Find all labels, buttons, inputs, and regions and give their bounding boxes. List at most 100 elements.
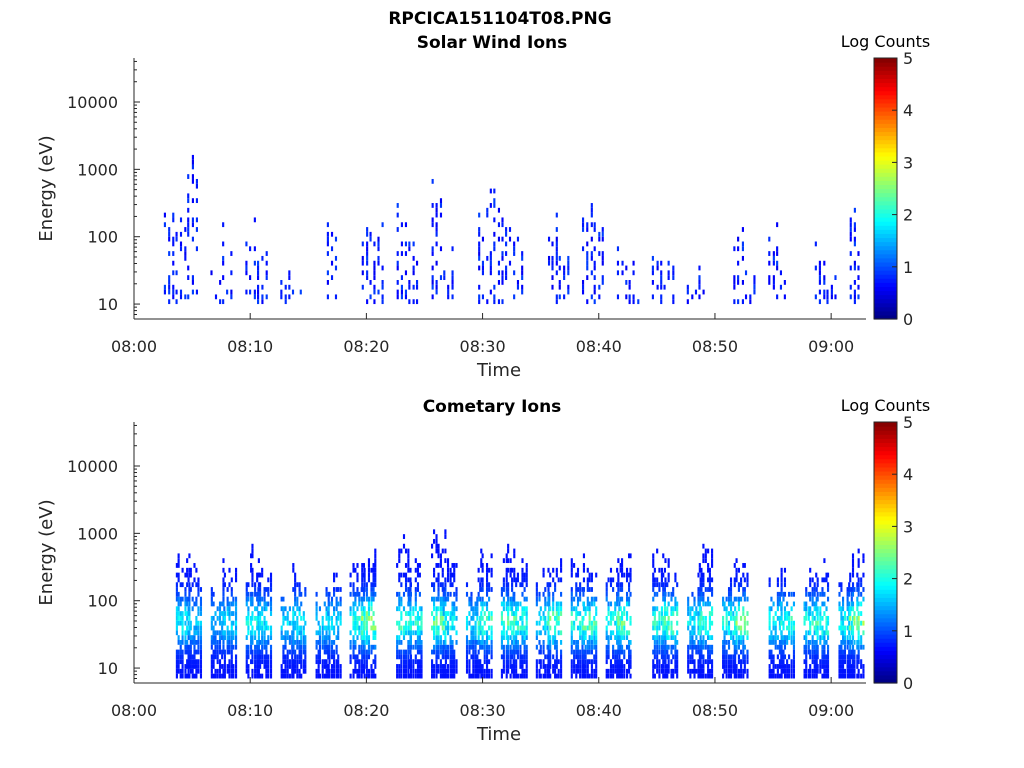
data-cell <box>582 587 586 592</box>
data-cell <box>474 664 477 669</box>
data-cell <box>431 582 434 588</box>
data-cell <box>586 222 589 228</box>
data-cell <box>588 635 591 640</box>
data-cell <box>746 620 749 626</box>
data-cell <box>846 606 849 612</box>
data-cell <box>330 231 334 237</box>
data-cell <box>819 659 822 665</box>
data-cell <box>549 582 552 588</box>
data-cell <box>168 227 171 232</box>
data-cell <box>695 611 698 616</box>
data-cell <box>470 615 473 621</box>
data-cell <box>398 654 401 660</box>
data-cell <box>505 659 508 665</box>
data-cell <box>486 207 489 213</box>
data-cell <box>221 611 224 616</box>
data-cell <box>218 630 222 636</box>
data-cell <box>449 577 452 583</box>
data-cell <box>363 649 366 655</box>
data-cell <box>743 587 746 592</box>
data-cell <box>629 615 632 621</box>
data-cell <box>586 567 589 573</box>
data-cell <box>294 640 297 645</box>
data-cell <box>614 620 617 626</box>
data-cell <box>614 635 617 640</box>
data-cell <box>511 668 514 674</box>
data-cell <box>398 596 401 602</box>
data-cell <box>177 563 180 568</box>
data-cell <box>267 664 270 669</box>
data-cell <box>333 572 336 578</box>
data-cell <box>575 587 578 592</box>
data-cell <box>414 587 417 592</box>
data-cell <box>849 222 852 228</box>
data-cell <box>214 673 217 679</box>
data-cell <box>551 260 554 266</box>
data-cell <box>267 640 270 645</box>
data-cell <box>821 644 824 650</box>
data-cell <box>735 644 738 650</box>
y-tick-label: 10000 <box>67 457 118 476</box>
data-cell <box>507 606 510 612</box>
x-tick-label: 09:00 <box>808 337 854 356</box>
data-cell <box>199 673 203 679</box>
data-cell <box>516 236 520 242</box>
data-cell <box>296 668 299 674</box>
data-cell <box>362 668 366 674</box>
data-cell <box>267 591 270 597</box>
data-cell <box>210 644 213 650</box>
data-cell <box>853 260 856 266</box>
data-cell <box>442 591 445 597</box>
data-cell <box>733 299 736 305</box>
data-cell <box>304 620 307 626</box>
data-cell <box>396 265 399 271</box>
data-cell <box>477 673 480 679</box>
data-cell <box>437 543 440 549</box>
data-cell <box>621 611 624 616</box>
data-cell <box>840 659 843 665</box>
data-cell <box>853 673 856 679</box>
data-cell <box>374 625 377 631</box>
data-cell <box>501 299 504 305</box>
data-cell <box>398 664 401 669</box>
data-cell <box>708 668 711 674</box>
data-cell <box>743 615 746 621</box>
data-cell <box>259 601 262 607</box>
data-cell <box>593 635 596 640</box>
data-cell <box>698 668 701 674</box>
data-cell <box>361 563 364 568</box>
data-cell <box>256 673 259 679</box>
data-cell <box>256 577 259 583</box>
data-cell <box>358 649 361 655</box>
data-cell <box>444 596 447 602</box>
colorbar-segment <box>874 540 897 545</box>
data-cell <box>377 246 380 252</box>
data-cell <box>245 668 248 674</box>
data-cell <box>552 640 555 645</box>
data-cell <box>372 611 375 616</box>
data-cell <box>199 611 203 616</box>
data-cell <box>539 630 542 636</box>
data-cell <box>356 620 359 626</box>
data-cell <box>803 649 806 655</box>
data-cell <box>418 659 421 665</box>
data-cell <box>656 640 659 645</box>
data-cell <box>849 664 852 669</box>
data-cell <box>593 222 596 228</box>
data-cell <box>660 577 663 583</box>
data-cell <box>195 625 198 631</box>
data-cell <box>853 241 856 247</box>
data-cell <box>546 654 549 660</box>
data-cell <box>505 644 508 650</box>
data-cell <box>660 640 663 645</box>
data-cell <box>396 212 399 218</box>
data-cell <box>249 246 252 252</box>
data-cell <box>175 270 178 276</box>
data-cell <box>330 673 334 679</box>
data-cell <box>512 591 515 597</box>
data-cell <box>470 596 473 602</box>
data-cell <box>416 673 420 679</box>
data-cell <box>453 659 456 665</box>
data-cell <box>195 649 198 655</box>
